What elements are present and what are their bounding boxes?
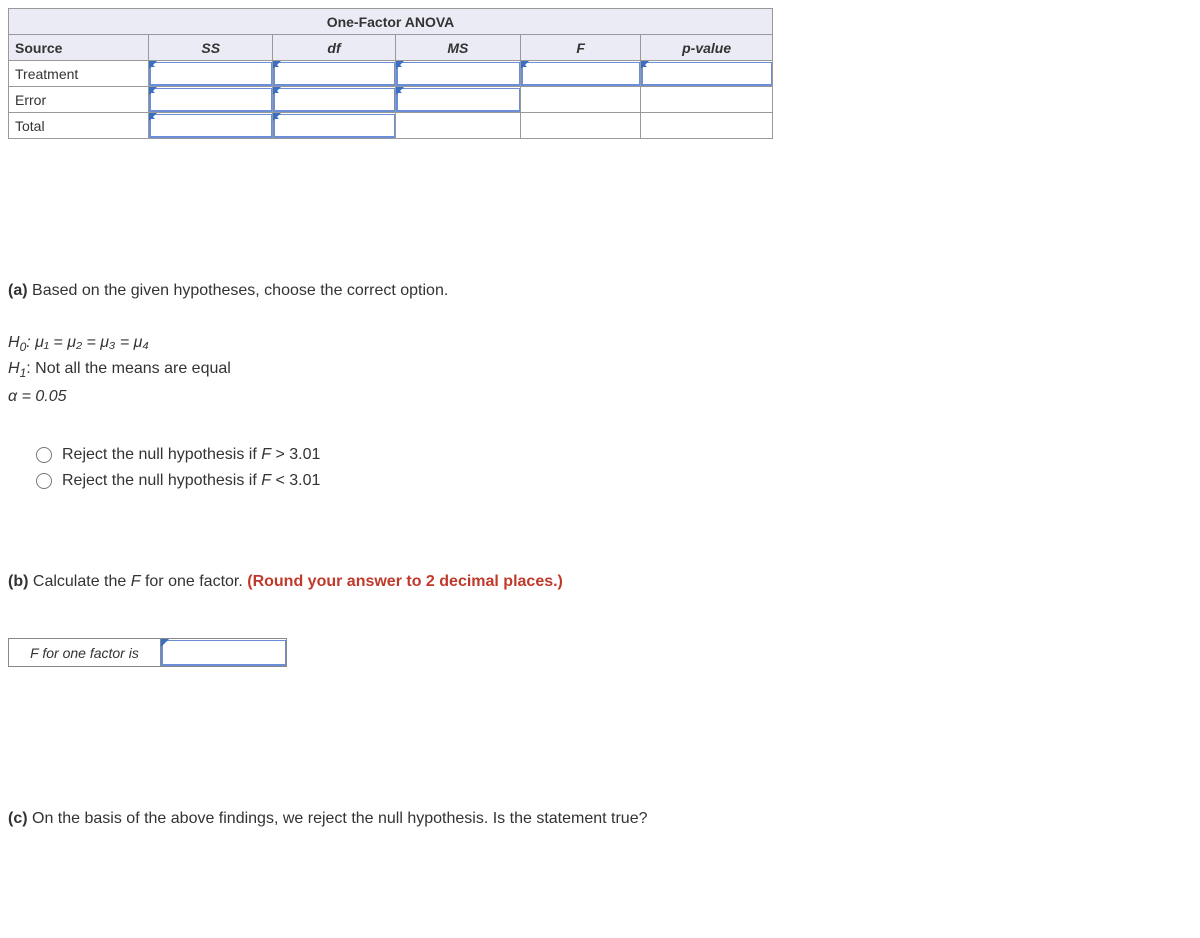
error-ss-input[interactable]: [149, 88, 272, 112]
f-row-label: F for one factor is: [9, 639, 161, 667]
treatment-ss-cell: [149, 61, 273, 87]
error-p-cell: [641, 87, 773, 113]
error-ss-cell: [149, 87, 273, 113]
f-answer-table: F for one factor is: [8, 638, 287, 667]
treatment-f-input[interactable]: [521, 62, 640, 86]
error-f-cell: [521, 87, 641, 113]
total-ss-cell: [149, 113, 273, 139]
part-a-prompt: (a) Based on the given hypotheses, choos…: [8, 279, 1192, 303]
option-1-label: Reject the null hypothesis if F > 3.01: [62, 446, 320, 464]
part-a-label: (a): [8, 282, 28, 299]
part-c-text: On the basis of the above findings, we r…: [32, 810, 647, 827]
part-b-f: F: [131, 573, 141, 590]
treatment-ms-cell: [395, 61, 520, 87]
treatment-p-cell: [641, 61, 773, 87]
part-b-text-before: Calculate the: [33, 573, 131, 590]
error-df-input[interactable]: [273, 88, 394, 112]
row-total-label: Total: [9, 113, 149, 139]
part-b-text-mid: for one factor.: [141, 573, 248, 590]
total-df-cell: [273, 113, 395, 139]
anova-table: One-Factor ANOVA Source SS df MS F p-val…: [8, 8, 773, 139]
part-a-options: Reject the null hypothesis if F > 3.01 R…: [36, 446, 1192, 490]
option-1[interactable]: Reject the null hypothesis if F > 3.01: [36, 446, 1192, 464]
col-source: Source: [9, 35, 149, 61]
total-ms-cell: [395, 113, 520, 139]
error-df-cell: [273, 87, 395, 113]
row-treatment-label: Treatment: [9, 61, 149, 87]
treatment-ss-input[interactable]: [149, 62, 272, 86]
part-b-label: (b): [8, 573, 28, 590]
treatment-df-cell: [273, 61, 395, 87]
h1-line: H1: Not all the means are equal: [8, 357, 1192, 383]
part-c-prompt: (c) On the basis of the above findings, …: [8, 807, 1192, 831]
part-b-prompt: (b) Calculate the F for one factor. (Rou…: [8, 570, 1192, 594]
total-p-cell: [641, 113, 773, 139]
error-ms-cell: [395, 87, 520, 113]
row-error-label: Error: [9, 87, 149, 113]
option-1-radio[interactable]: [36, 447, 52, 463]
option-2-label: Reject the null hypothesis if F < 3.01: [62, 472, 320, 490]
h0-line: H0: μ₁ = μ₂ = μ₃ = μ₄: [8, 331, 1192, 357]
f-input-cell: [161, 639, 287, 667]
alpha-line: α = 0.05: [8, 388, 1192, 406]
total-f-cell: [521, 113, 641, 139]
hypotheses-block: H0: μ₁ = μ₂ = μ₃ = μ₄ H1: Not all the me…: [8, 331, 1192, 382]
col-ss: SS: [149, 35, 273, 61]
option-2-radio[interactable]: [36, 473, 52, 489]
treatment-p-input[interactable]: [641, 62, 772, 86]
error-ms-input[interactable]: [396, 88, 520, 112]
total-df-input[interactable]: [273, 114, 394, 138]
col-ms: MS: [395, 35, 520, 61]
col-f: F: [521, 35, 641, 61]
treatment-f-cell: [521, 61, 641, 87]
part-b-instr: (Round your answer to 2 decimal places.): [247, 573, 563, 590]
treatment-ms-input[interactable]: [396, 62, 520, 86]
part-c-label: (c): [8, 810, 28, 827]
anova-title: One-Factor ANOVA: [9, 9, 773, 35]
treatment-df-input[interactable]: [273, 62, 394, 86]
total-ss-input[interactable]: [149, 114, 272, 138]
part-a-text: Based on the given hypotheses, choose th…: [32, 282, 448, 299]
option-2[interactable]: Reject the null hypothesis if F < 3.01: [36, 472, 1192, 490]
col-df: df: [273, 35, 395, 61]
f-input[interactable]: [161, 640, 286, 666]
col-pvalue: p-value: [641, 35, 773, 61]
